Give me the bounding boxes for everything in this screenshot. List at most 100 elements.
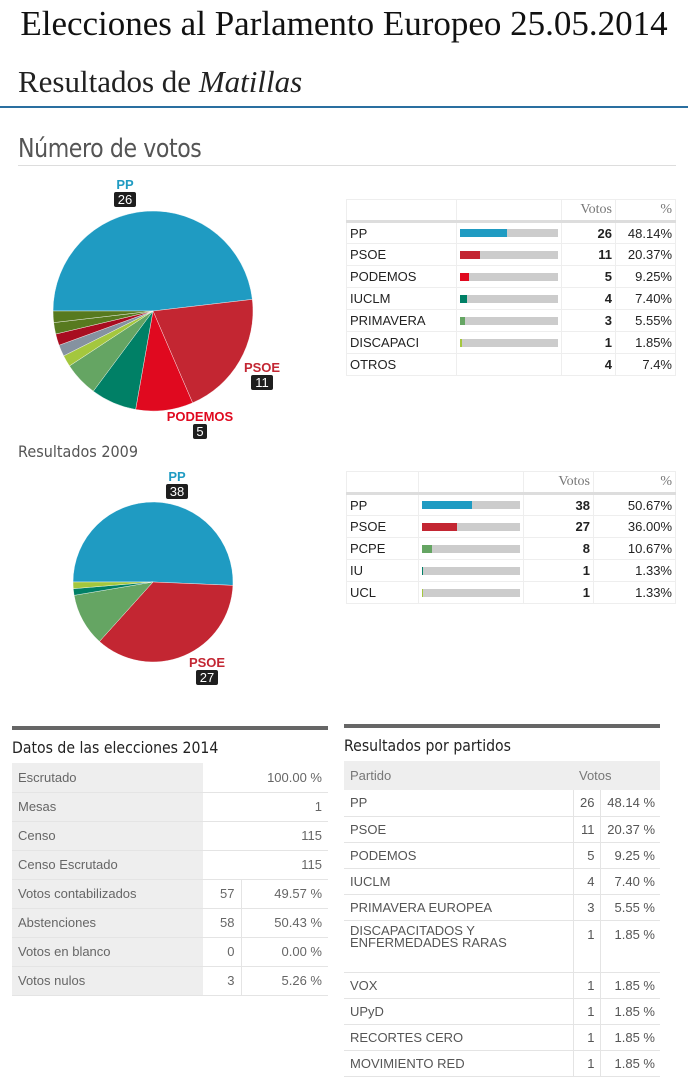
bar-cell — [456, 221, 562, 244]
section-divider — [18, 165, 676, 166]
percent: 20.37% — [615, 243, 676, 266]
pie-value: 38 — [170, 484, 184, 499]
votes: 1 — [561, 331, 616, 354]
party-name: PODEMOS — [346, 265, 457, 288]
vote-bar — [460, 250, 558, 259]
bar-cell — [418, 515, 524, 538]
table-row: DISCAPACI 1 1.85% — [346, 331, 676, 354]
col-pct: % — [615, 199, 676, 223]
table-row: IU 1 1.33% — [346, 559, 676, 582]
party-name: MOVIMIENTO RED — [344, 1050, 573, 1077]
percent: 1.85% — [615, 331, 676, 354]
data-row: Votos nulos 3 5.26 % — [12, 966, 328, 996]
data-count: 57 — [203, 879, 241, 909]
data-percent: 0.00 % — [240, 937, 328, 967]
pie-value: 26 — [118, 192, 132, 207]
pie-slice-pp — [72, 501, 234, 586]
party-row: UPyD 1 1.85 % — [344, 998, 660, 1025]
municipality-title: Resultados de Matillas — [18, 64, 302, 100]
votes: 1 — [523, 559, 594, 582]
percent: 7.40% — [615, 287, 676, 310]
party-percent: 1.85 % — [599, 1050, 660, 1077]
bar-cell — [456, 265, 562, 288]
vote-bar-fill — [460, 338, 462, 347]
bar-cell — [418, 559, 524, 582]
col-votos: Votos — [523, 471, 594, 495]
election-data-panel: Datos de las elecciones 2014 Escrutado 10… — [12, 726, 328, 996]
data-row: Censo Escrutado 115 — [12, 850, 328, 880]
col-bar — [456, 199, 562, 223]
municipality-name: Matillas — [198, 64, 303, 99]
data-count: 0 — [203, 937, 241, 967]
table-row: PSOE 11 20.37% — [346, 243, 676, 266]
party-percent: 5.55 % — [599, 894, 660, 921]
party-name: PODEMOS — [344, 842, 573, 869]
percent: 1.33% — [593, 581, 676, 604]
col-blank — [346, 471, 419, 495]
table-row: PSOE 27 36.00% — [346, 515, 676, 538]
party-name: RECORTES CERO — [344, 1024, 573, 1051]
pie-value-badge — [196, 670, 218, 685]
party-name: PP — [346, 493, 419, 516]
party-row: IUCLM 4 7.40 % — [344, 868, 660, 895]
table-row: PP 38 50.67% — [346, 493, 676, 516]
table-row: OTROS 4 7.4% — [346, 353, 676, 376]
party-row: PSOE 11 20.37 % — [344, 816, 660, 843]
page-title: Elecciones al Parlamento Europeo 25.05.2… — [20, 4, 668, 43]
votes: 26 — [561, 221, 616, 244]
vote-bar — [460, 338, 558, 347]
data-value: 100.00 % — [203, 763, 328, 793]
party-row: RECORTES CERO 1 1.85 % — [344, 1024, 660, 1051]
subtitle-prefix: Resultados de — [18, 64, 192, 99]
bar-cell — [456, 243, 562, 266]
col-pct: % — [593, 471, 676, 495]
party-percent: 1.85 % — [599, 972, 660, 999]
vote-bar — [422, 544, 520, 553]
election-data-table: Escrutado 100.00 % Mesas 1 Censo 115 Censo Esc… — [12, 763, 328, 996]
party-row: VOX 1 1.85 % — [344, 972, 660, 999]
data-label: Escrutado — [12, 763, 203, 793]
party-results-table: Partido Votos PP 26 48.14 % PSOE 11 20.37 % POD… — [344, 761, 660, 1077]
pie-value-badge — [193, 424, 207, 439]
party-name: IUCLM — [346, 287, 457, 310]
party-row: DISCAPACITADOS Y ENFERMEDADES RARAS 1 1.85… — [344, 920, 660, 973]
votes: 27 — [523, 515, 594, 538]
vote-bar — [460, 272, 558, 281]
pie-slice-pp — [52, 210, 253, 312]
votes: 8 — [523, 537, 594, 560]
table-row: IUCLM 4 7.40% — [346, 287, 676, 310]
percent: 9.25% — [615, 265, 676, 288]
percent: 48.14% — [615, 221, 676, 244]
votes: 4 — [561, 287, 616, 310]
party-percent: 1.85 % — [599, 920, 660, 973]
data-percent: 49.57 % — [240, 879, 328, 909]
vote-bar-fill — [422, 544, 433, 553]
party-name: OTROS — [346, 353, 457, 376]
data-value: 115 — [203, 821, 328, 851]
party-name: PRIMAVERA EUROPEA — [344, 894, 573, 921]
data-value: 115 — [203, 850, 328, 880]
party-name: DISCAPACI — [346, 331, 457, 354]
vote-bar-fill — [422, 501, 472, 509]
party-name: IUCLM — [344, 868, 573, 895]
bar-cell — [456, 309, 562, 332]
data-label: Votos en blanco — [12, 937, 203, 967]
party-row: MOVIMIENTO RED 1 1.85 % — [344, 1050, 660, 1077]
data-label: Censo Escrutado — [12, 850, 203, 880]
vote-bar — [422, 588, 520, 597]
bar-cell — [418, 493, 524, 516]
votes: 3 — [561, 309, 616, 332]
percent: 5.55% — [615, 309, 676, 332]
pie-label: PP — [168, 469, 186, 484]
data-row: Votos en blanco 0 0.00 % — [12, 937, 328, 967]
vote-bar — [422, 566, 520, 575]
vote-bar-fill — [422, 588, 424, 597]
bar-cell — [418, 537, 524, 560]
bar-cell — [456, 331, 562, 354]
percent: 1.33% — [593, 559, 676, 582]
data-row: Censo 115 — [12, 821, 328, 851]
bar-cell — [418, 581, 524, 604]
party-percent: 48.14 % — [599, 790, 660, 817]
party-name: PP — [344, 790, 573, 817]
